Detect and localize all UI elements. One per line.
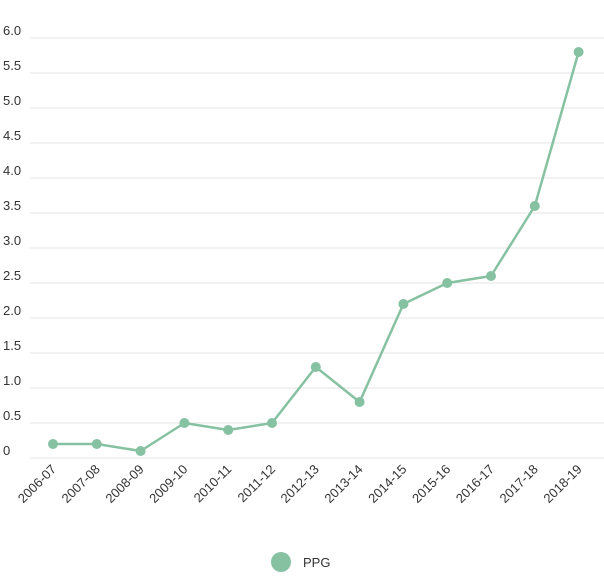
y-tick-label: 0 [3,443,10,458]
data-point [135,446,146,456]
series-group [48,47,584,456]
data-point [398,299,409,309]
x-tick-label: 2006-07 [15,462,59,506]
legend-label-ppg: PPG [303,555,330,570]
data-point [354,397,365,407]
series-line-ppg [53,51,580,453]
x-tick-label: 2008-09 [102,462,146,506]
y-tick-label: 3.5 [3,198,21,213]
x-tick-label: 2011-12 [234,462,278,506]
x-tick-label: 2009-10 [146,462,190,506]
grid-lines [30,37,604,459]
y-tick-label: 6.0 [3,23,21,38]
y-tick-label: 2.0 [3,303,21,318]
x-tick-label: 2018-19 [540,462,584,506]
x-tick-label: 2014-15 [365,462,409,506]
y-tick-label: 5.0 [3,93,21,108]
y-tick-label: 0.5 [3,408,21,423]
y-tick-label: 2.5 [3,268,21,283]
x-tick-label: 2010-11 [191,462,235,506]
legend-marker-ppg [271,552,291,572]
x-tick-label: 2012-13 [278,462,322,506]
y-tick-label: 1.5 [3,338,21,353]
data-point [179,418,190,428]
data-point [223,425,234,435]
y-tick-label: 1.0 [3,373,21,388]
data-point [486,271,496,281]
y-tick-label: 4.5 [3,128,21,143]
x-tick-label: 2007-08 [59,462,103,506]
x-tick-label: 2015-16 [409,462,453,506]
y-tick-label: 5.5 [3,58,21,73]
y-tick-label: 4.0 [3,163,21,178]
data-point [91,439,102,449]
data-point [529,201,540,211]
data-point [442,278,453,288]
legend: PPG [271,552,330,572]
y-tick-label: 3.0 [3,233,21,248]
data-point [310,362,321,372]
data-point [267,418,277,428]
x-tick-label: 2013-14 [321,462,365,506]
x-tick-label: 2016-17 [453,462,497,506]
x-tick-label: 2017-18 [497,462,541,506]
data-point [573,47,584,57]
data-point [48,439,58,449]
x-axis-ticks: 2006-07 2007-08 2008-09 2009-10 2010-11 2011-… [15,462,585,506]
y-axis-ticks: 0 0.5 1.0 1.5 2.0 2.5 3.0 3.5 4.0 4.5 5.0 5.5 6.0 [3,23,21,458]
